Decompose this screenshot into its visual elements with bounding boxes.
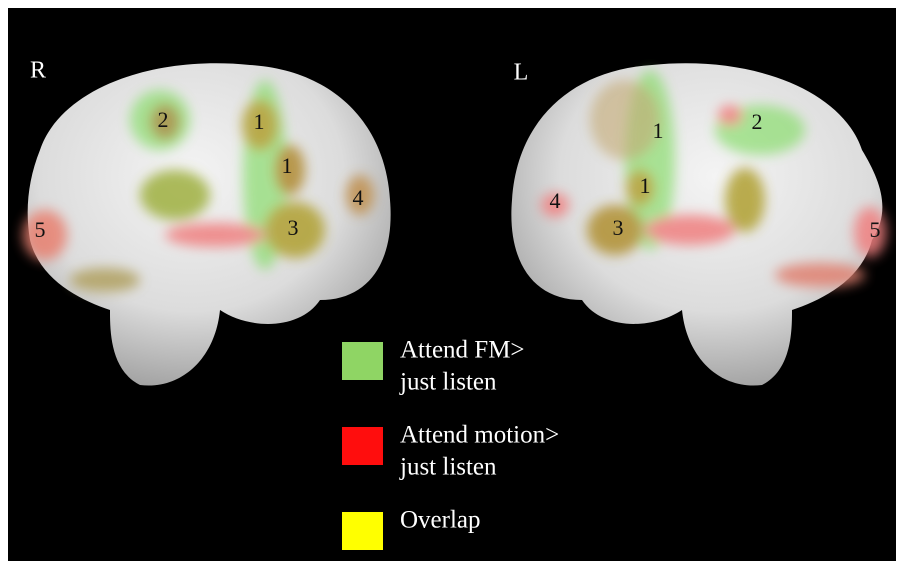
region-label: 4: [550, 188, 561, 213]
region-label: 2: [752, 109, 763, 134]
legend-swatch: [342, 427, 383, 465]
region-label: 1: [282, 153, 293, 178]
brain-right: [23, 63, 391, 386]
legend-swatch: [342, 512, 383, 550]
region-label: 1: [640, 173, 651, 198]
region-label: 5: [35, 217, 46, 242]
region-label: 4: [353, 185, 364, 210]
legend-label: Overlap: [400, 507, 481, 534]
legend-label: Attend motion>: [400, 422, 559, 449]
legend-label: just listen: [399, 369, 497, 396]
region-label: 3: [288, 215, 299, 240]
legend-label: Attend FM>: [400, 337, 525, 364]
legend-label: just listen: [399, 454, 497, 481]
brain-left: [511, 63, 886, 386]
region-label: 2: [158, 107, 169, 132]
legend-swatch: [342, 342, 383, 380]
hemisphere-label: L: [514, 60, 529, 86]
region-label: 1: [254, 109, 265, 134]
region-label: 5: [870, 217, 881, 242]
region-label: 1: [653, 118, 664, 143]
hemisphere-label: R: [30, 58, 46, 84]
region-label: 3: [613, 215, 624, 240]
